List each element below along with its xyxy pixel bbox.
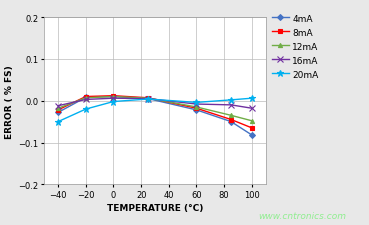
4mA bbox=[229, 121, 233, 123]
Line: 8mA: 8mA bbox=[56, 94, 254, 130]
4mA bbox=[194, 109, 199, 112]
12mA bbox=[83, 97, 88, 100]
20mA bbox=[83, 108, 88, 111]
Line: 12mA: 12mA bbox=[56, 95, 254, 123]
20mA bbox=[249, 97, 254, 100]
Y-axis label: ERROR ( % FS): ERROR ( % FS) bbox=[6, 65, 14, 138]
8mA bbox=[146, 97, 150, 100]
8mA bbox=[229, 119, 233, 121]
16mA bbox=[229, 104, 233, 107]
12mA bbox=[249, 120, 254, 123]
Text: www.cntronics.com: www.cntronics.com bbox=[259, 212, 346, 220]
Legend: 4mA, 8mA, 12mA, 16mA, 20mA: 4mA, 8mA, 12mA, 16mA, 20mA bbox=[272, 15, 318, 79]
12mA bbox=[229, 115, 233, 117]
8mA bbox=[111, 95, 116, 98]
20mA bbox=[56, 121, 61, 123]
8mA bbox=[83, 96, 88, 99]
X-axis label: TEMPERATURE (°C): TEMPERATURE (°C) bbox=[107, 203, 203, 212]
4mA bbox=[83, 97, 88, 99]
12mA bbox=[56, 107, 61, 110]
4mA bbox=[146, 98, 150, 101]
16mA bbox=[194, 103, 199, 106]
16mA bbox=[146, 98, 150, 101]
20mA bbox=[111, 101, 116, 104]
Line: 20mA: 20mA bbox=[55, 95, 255, 126]
20mA bbox=[229, 99, 233, 102]
16mA bbox=[56, 105, 61, 108]
20mA bbox=[194, 101, 199, 104]
16mA bbox=[83, 99, 88, 101]
Line: 4mA: 4mA bbox=[56, 95, 254, 137]
4mA bbox=[56, 112, 61, 114]
12mA bbox=[194, 106, 199, 109]
8mA bbox=[249, 127, 254, 130]
4mA bbox=[111, 96, 116, 99]
8mA bbox=[194, 107, 199, 110]
16mA bbox=[111, 97, 116, 100]
20mA bbox=[146, 98, 150, 101]
4mA bbox=[249, 134, 254, 137]
12mA bbox=[146, 97, 150, 100]
8mA bbox=[56, 109, 61, 112]
16mA bbox=[249, 107, 254, 110]
12mA bbox=[111, 96, 116, 99]
Line: 16mA: 16mA bbox=[55, 96, 255, 112]
